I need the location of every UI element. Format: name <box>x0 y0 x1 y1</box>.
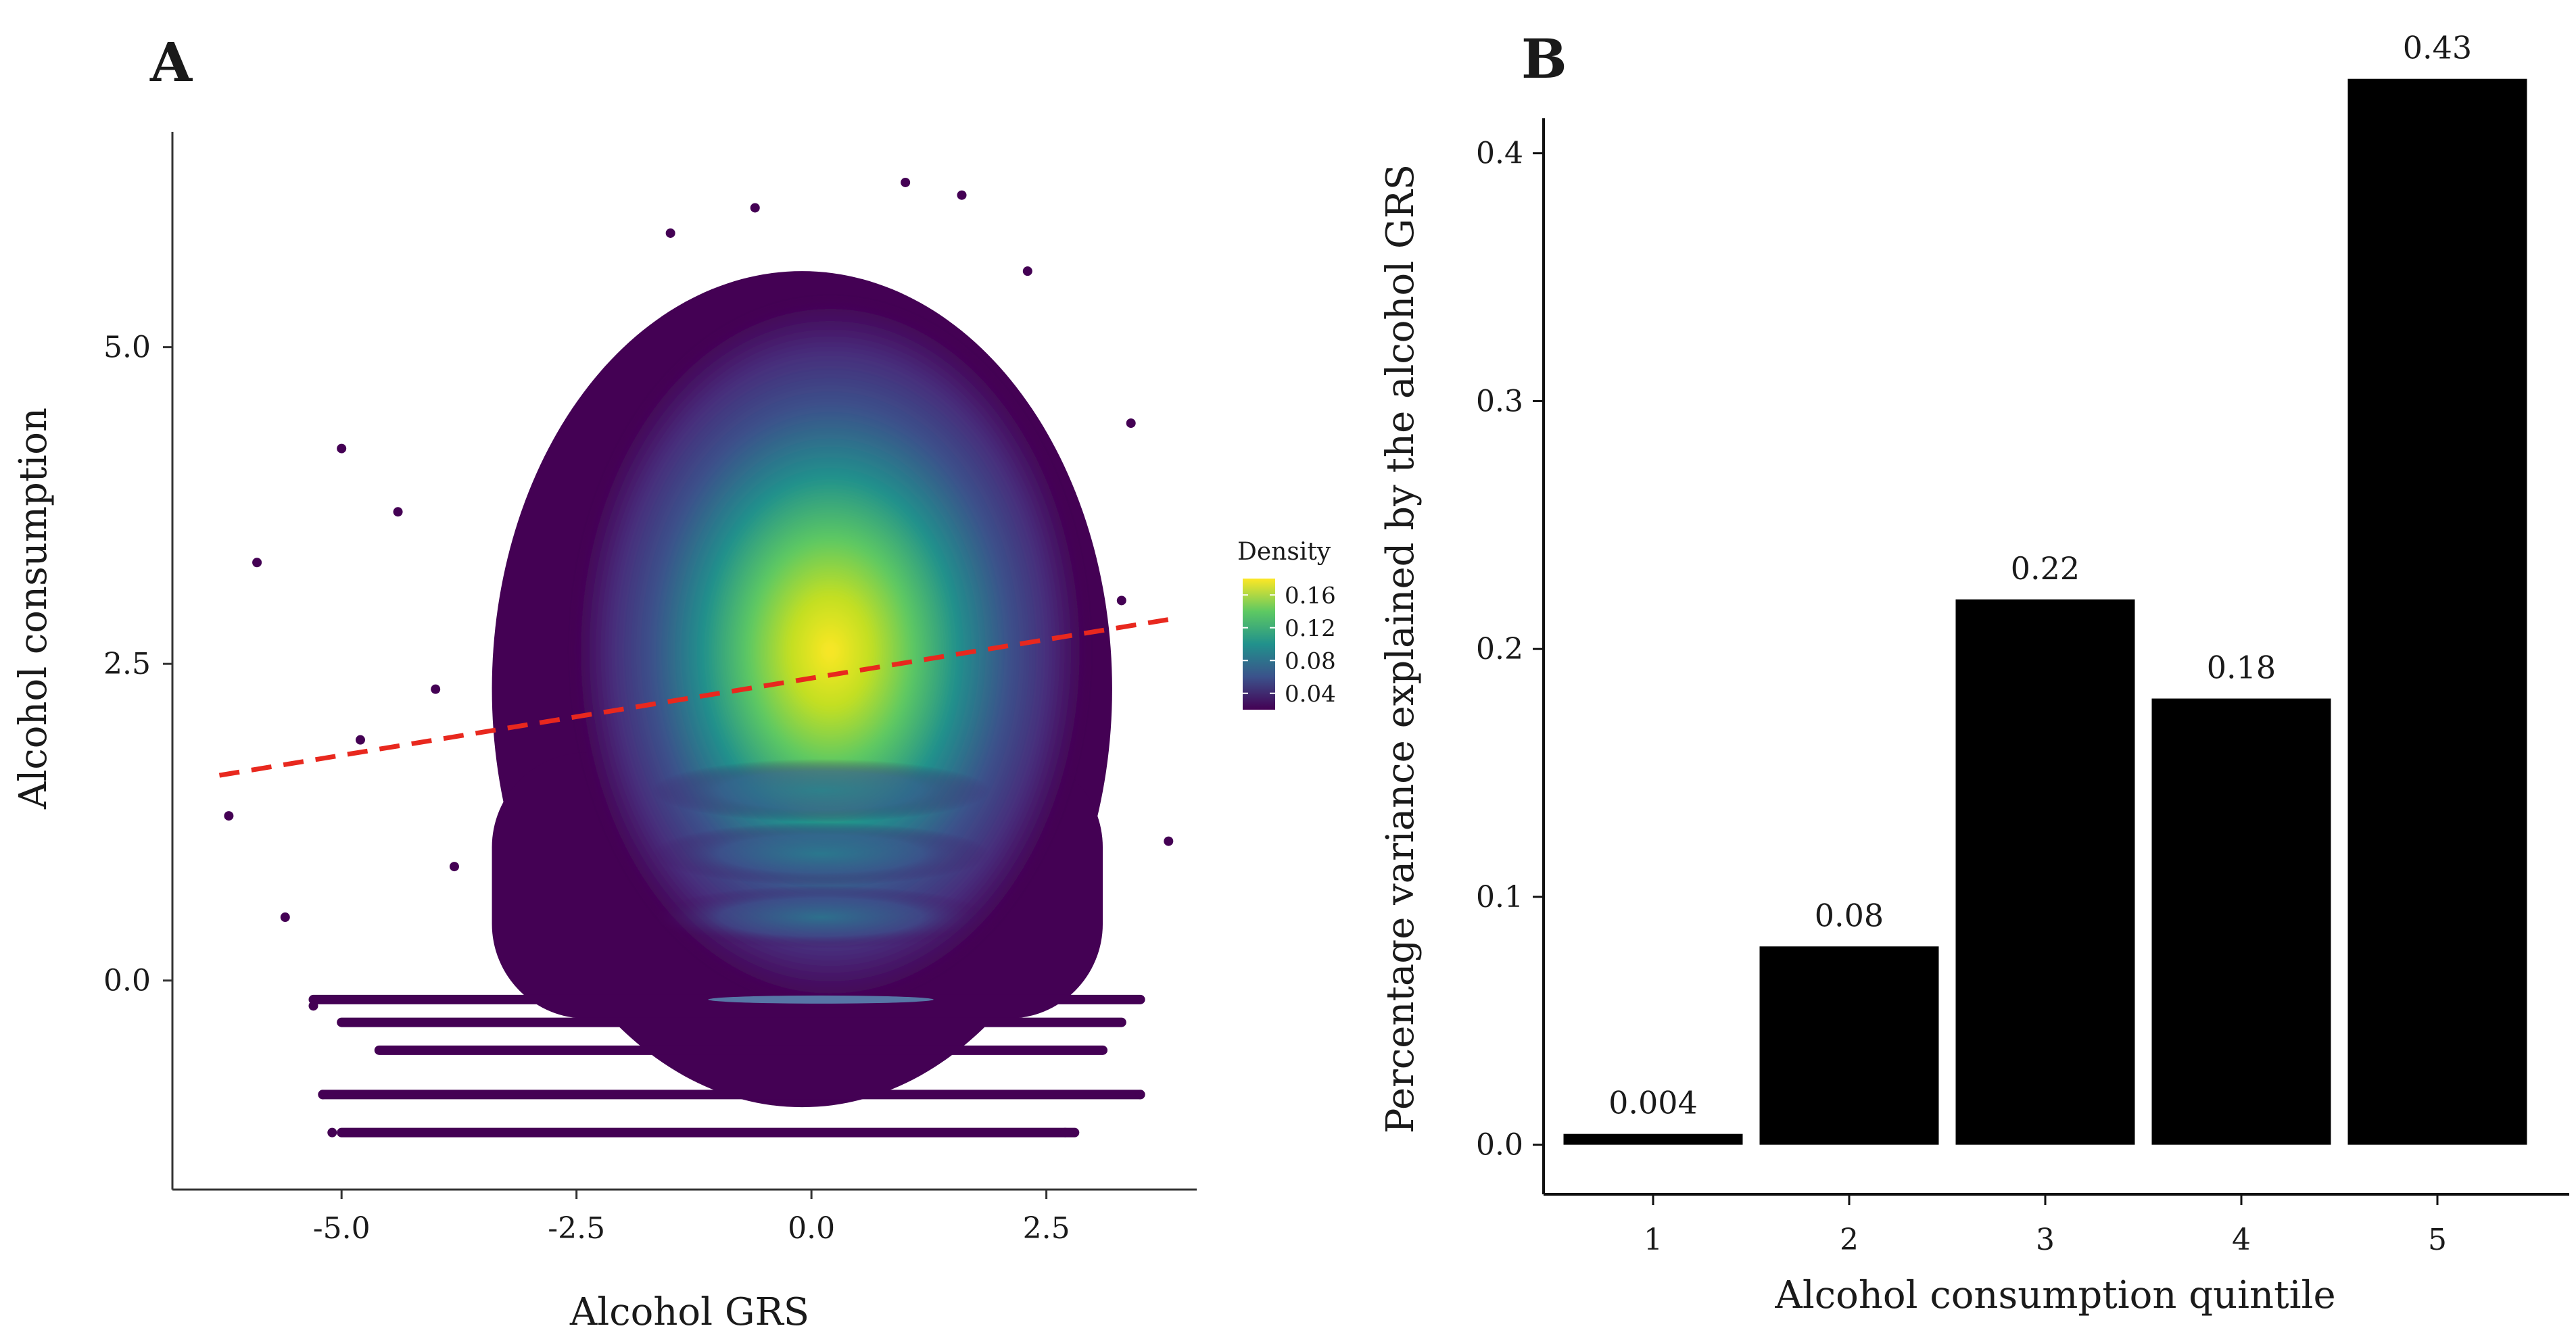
legend-label-3: 0.04 <box>1285 681 1336 708</box>
legend-label-1: 0.12 <box>1285 615 1336 642</box>
panel-a-label: A <box>149 30 193 94</box>
panel-a-scatter: A -5.0 -2.5 0.0 2.5 0.0 2.5 5.0 Alcohol GRS A… <box>11 30 1336 1334</box>
bar-quintile-3 <box>1955 599 2135 1145</box>
outlier-point-9 <box>449 862 459 872</box>
x-tick-label-b-1: 2 <box>1840 1223 1859 1257</box>
density-core <box>576 303 1084 1000</box>
x-ticks-a: -5.0 -2.5 0.0 2.5 <box>313 1190 1070 1246</box>
y-tick-label-b-0: 0.0 <box>1476 1128 1523 1163</box>
outlier-point-12 <box>901 177 911 187</box>
outlier-point-21 <box>1116 595 1126 606</box>
x-tick-label-b-4: 5 <box>2428 1223 2447 1257</box>
bar-value-labels: 0.004 0.08 0.22 0.18 0.43 <box>1608 30 2472 1121</box>
outlier-point-6 <box>355 735 365 745</box>
bar-value-label-1: 0.004 <box>1608 1085 1698 1121</box>
outlier-point-1 <box>224 811 234 821</box>
outlier-point-10 <box>665 228 675 238</box>
outlier-point-18 <box>318 1090 328 1100</box>
outlier-point-17 <box>1135 1090 1145 1100</box>
legend-title: Density <box>1237 538 1331 566</box>
y-tick-label-b-4: 0.4 <box>1476 137 1523 171</box>
y-tick-label-a-0: 0.0 <box>103 964 151 998</box>
y-tick-label-b-1: 0.1 <box>1476 880 1523 914</box>
y-axis-label-a: Alcohol consumption <box>11 408 55 810</box>
outlier-point-4 <box>308 1001 318 1011</box>
y-tick-label-b-3: 0.3 <box>1476 384 1523 418</box>
legend-colorbar <box>1243 579 1275 710</box>
bars <box>1563 78 2527 1145</box>
x-tick-label-b-0: 1 <box>1644 1223 1663 1257</box>
bar-value-label-5: 0.43 <box>2403 30 2472 66</box>
outlier-point-13 <box>957 190 967 200</box>
bar-quintile-2 <box>1759 946 1939 1145</box>
outlier-point-14 <box>1022 266 1032 276</box>
bar-value-label-3: 0.22 <box>2011 550 2080 587</box>
outlier-point-8 <box>431 684 441 694</box>
density-cloud <box>492 271 1112 1108</box>
horizontal-bands <box>308 994 1145 1138</box>
bar-quintile-1 <box>1563 1133 1743 1145</box>
outlier-point-3 <box>280 912 290 923</box>
outlier-point-20 <box>1060 1127 1070 1138</box>
outlier-point-19 <box>327 1127 337 1138</box>
outlier-points <box>224 177 1174 1138</box>
bar-quintile-5 <box>2347 78 2527 1145</box>
y-tick-label-a-2: 5.0 <box>103 331 151 365</box>
x-tick-label-a-3: 2.5 <box>1023 1211 1070 1246</box>
x-tick-label-b-2: 3 <box>2036 1223 2055 1257</box>
legend-label-2: 0.08 <box>1285 648 1336 675</box>
legend-ticks: 0.16 0.12 0.08 0.04 <box>1243 582 1336 708</box>
outlier-point-15 <box>1126 418 1136 429</box>
density-glow-1 <box>651 822 991 886</box>
panel-b-label: B <box>1521 27 1567 91</box>
outlier-point-11 <box>750 203 760 213</box>
band-highlight <box>708 995 934 1004</box>
bar-value-label-4: 0.18 <box>2207 650 2276 686</box>
y-ticks-b: 0.0 0.1 0.2 0.3 0.4 <box>1476 137 1544 1163</box>
outlier-point-7 <box>393 507 403 517</box>
outlier-point-5 <box>337 443 347 454</box>
outlier-point-16 <box>1164 836 1174 846</box>
x-tick-label-a-1: -2.5 <box>548 1211 605 1246</box>
x-axis-label-b: Alcohol consumption quintile <box>1774 1273 2335 1317</box>
y-tick-label-a-1: 2.5 <box>103 647 151 681</box>
bar-quintile-4 <box>2151 698 2331 1145</box>
x-tick-label-a-2: 0.0 <box>788 1211 835 1246</box>
legend-label-0: 0.16 <box>1285 582 1336 609</box>
y-axis-label-b: Percentage variance explained by the alc… <box>1379 164 1423 1133</box>
outlier-point-2 <box>252 558 262 568</box>
density-glow-2 <box>651 885 991 949</box>
bar-value-label-2: 0.08 <box>1815 897 1884 933</box>
density-legend: Density 0.16 0.12 0.08 0.04 <box>1237 538 1336 710</box>
y-tick-label-b-2: 0.2 <box>1476 632 1523 666</box>
x-tick-label-b-3: 4 <box>2232 1223 2251 1257</box>
x-tick-label-a-0: -5.0 <box>313 1211 371 1246</box>
x-ticks-b: 1 2 3 4 5 <box>1644 1194 2447 1257</box>
density-glow-3 <box>651 758 991 823</box>
x-axis-label-a: Alcohol GRS <box>569 1290 809 1334</box>
y-ticks-a: 0.0 2.5 5.0 <box>103 331 172 998</box>
